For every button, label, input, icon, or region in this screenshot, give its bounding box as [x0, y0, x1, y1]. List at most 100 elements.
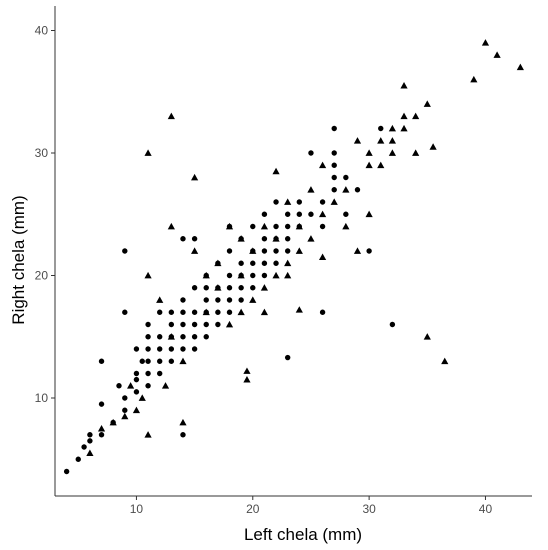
- circle-point: [261, 272, 268, 279]
- circle-point: [157, 309, 163, 315]
- circle-point: [308, 211, 314, 217]
- circle-point: [261, 248, 268, 254]
- circle-point: [273, 260, 279, 266]
- circle-point: [145, 383, 151, 389]
- triangle-point: [272, 235, 280, 242]
- triangle-point: [318, 161, 327, 169]
- triangle-point: [516, 63, 524, 71]
- circle-point: [203, 285, 209, 291]
- circle-point: [389, 321, 396, 328]
- circle-point: [191, 285, 198, 291]
- circle-point: [191, 334, 198, 340]
- circle-point: [98, 358, 105, 364]
- circle-point: [226, 285, 233, 291]
- triangle-point: [132, 406, 141, 414]
- circle-point: [331, 125, 337, 132]
- y-tick-label: 10: [35, 391, 49, 405]
- circle-point: [296, 199, 303, 205]
- circle-point: [168, 309, 175, 315]
- triangle-point: [295, 222, 303, 230]
- triangle-point: [365, 210, 373, 218]
- triangle-point: [400, 82, 408, 89]
- circle-point: [122, 407, 128, 413]
- triangle-point: [365, 161, 373, 169]
- triangle-point: [260, 284, 269, 291]
- circle-point: [331, 162, 337, 168]
- circle-point: [122, 395, 128, 401]
- circle-point: [226, 297, 233, 303]
- circle-point: [133, 376, 140, 383]
- circle-point: [215, 321, 221, 328]
- triangle-point: [342, 222, 350, 230]
- circle-point: [180, 321, 186, 328]
- circle-point: [87, 432, 93, 438]
- circle-point: [87, 438, 93, 444]
- circle-point: [215, 297, 221, 303]
- circle-point: [319, 223, 326, 230]
- circle-point: [139, 358, 145, 364]
- triangle-point: [167, 222, 175, 230]
- triangle-point: [470, 75, 478, 83]
- triangle-point: [412, 149, 420, 156]
- triangle-point: [237, 308, 245, 316]
- y-tick-label: 30: [35, 146, 49, 160]
- y-axis-ticks: 10 20 30 40: [35, 24, 55, 405]
- triangle-point: [225, 222, 234, 230]
- triangle-point: [249, 296, 257, 303]
- triangle-point: [156, 296, 164, 303]
- circle-point: [180, 432, 186, 438]
- circle-point: [116, 383, 122, 389]
- triangle-point: [400, 124, 408, 132]
- circle-point: [284, 223, 291, 230]
- triangle-point: [86, 449, 94, 457]
- triangle-point: [127, 382, 135, 389]
- triangle-point: [191, 173, 199, 181]
- circle-point: [226, 248, 233, 254]
- triangle-point: [144, 149, 152, 156]
- triangle-point: [202, 308, 210, 316]
- triangle-point: [260, 308, 269, 316]
- triangle-point: [191, 247, 199, 254]
- circle-point: [273, 199, 279, 205]
- circle-point: [284, 248, 291, 254]
- circle-point: [331, 187, 337, 193]
- circle-point: [203, 321, 209, 328]
- circle-point: [319, 199, 326, 205]
- circle-point: [145, 346, 151, 352]
- circle-point: [238, 297, 244, 303]
- circle-point: [180, 309, 186, 315]
- triangle-point: [429, 143, 437, 150]
- circle-point: [133, 346, 140, 352]
- circle-point: [122, 309, 128, 315]
- triangle-point: [318, 253, 327, 261]
- circle-point: [180, 236, 186, 242]
- triangle-point: [330, 198, 338, 205]
- triangle-point: [225, 320, 234, 328]
- y-tick-label: 40: [35, 24, 49, 38]
- circle-point: [168, 346, 175, 352]
- triangle-point: [243, 367, 251, 374]
- circle-point: [378, 125, 384, 132]
- triangle-point: [342, 186, 350, 193]
- circle-point: [354, 187, 361, 193]
- triangle-point: [412, 112, 420, 120]
- triangle-point: [295, 247, 303, 254]
- circle-point: [250, 272, 256, 279]
- triangle-point: [161, 382, 170, 389]
- circle-point: [319, 309, 326, 315]
- circle-point: [191, 321, 198, 328]
- x-tick-label: 20: [246, 502, 260, 516]
- triangle-point: [318, 210, 327, 218]
- triangle-point: [272, 271, 280, 279]
- triangle-point: [284, 259, 292, 267]
- circle-point: [81, 444, 87, 450]
- circle-point: [98, 432, 105, 438]
- circle-point: [308, 150, 314, 156]
- circle-point: [238, 260, 244, 266]
- circle-point: [122, 248, 128, 254]
- circle-point: [284, 354, 291, 361]
- circle-point: [157, 334, 163, 340]
- triangle-point: [284, 271, 292, 279]
